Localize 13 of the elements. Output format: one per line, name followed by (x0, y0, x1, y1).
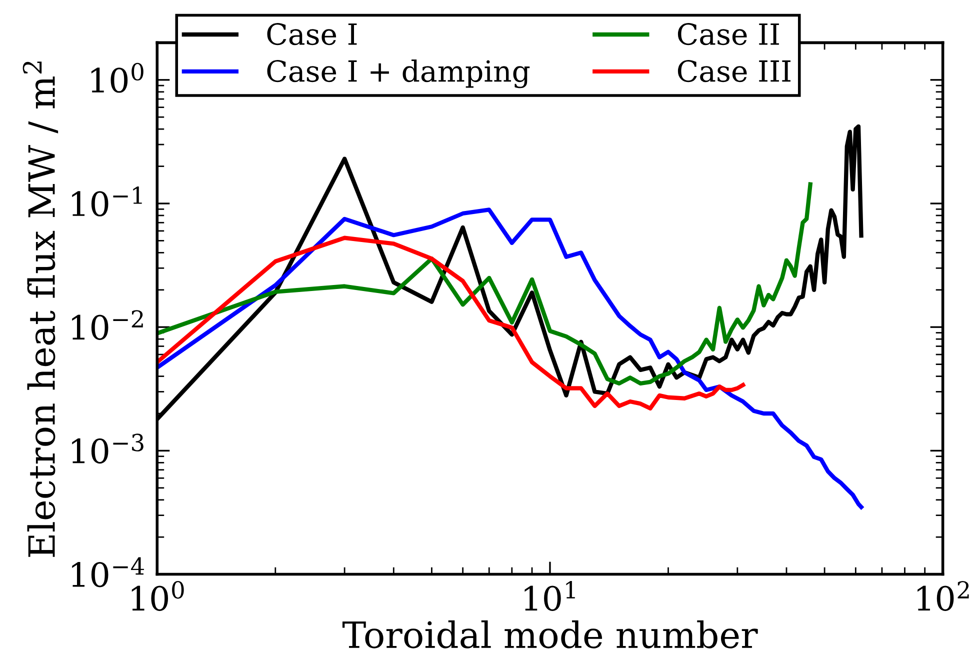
legend-label: Case III (678, 60, 790, 82)
x-axis-title: Toroidal mode number (342, 620, 758, 648)
y-tick-label: 10$^{−3}$ (72, 434, 144, 464)
x-tick-label: 10$^{2}$ (918, 581, 969, 611)
legend-label: Case I (267, 23, 357, 46)
x-tick-label: 10$^{1}$ (524, 581, 575, 611)
y-tick-label: 10$^{0}$ (91, 62, 144, 93)
x-tick-label: 10$^{0}$ (132, 581, 184, 611)
y-tick-label: 10$^{−1}$ (72, 186, 142, 216)
legend-label: Case I + damping (267, 60, 530, 88)
y-tick-label: 10$^{−2}$ (72, 310, 143, 340)
legend-label: Case II (678, 23, 779, 46)
y-axis-title: Electron heat flux MW / m$^{2}$ (22, 62, 58, 557)
